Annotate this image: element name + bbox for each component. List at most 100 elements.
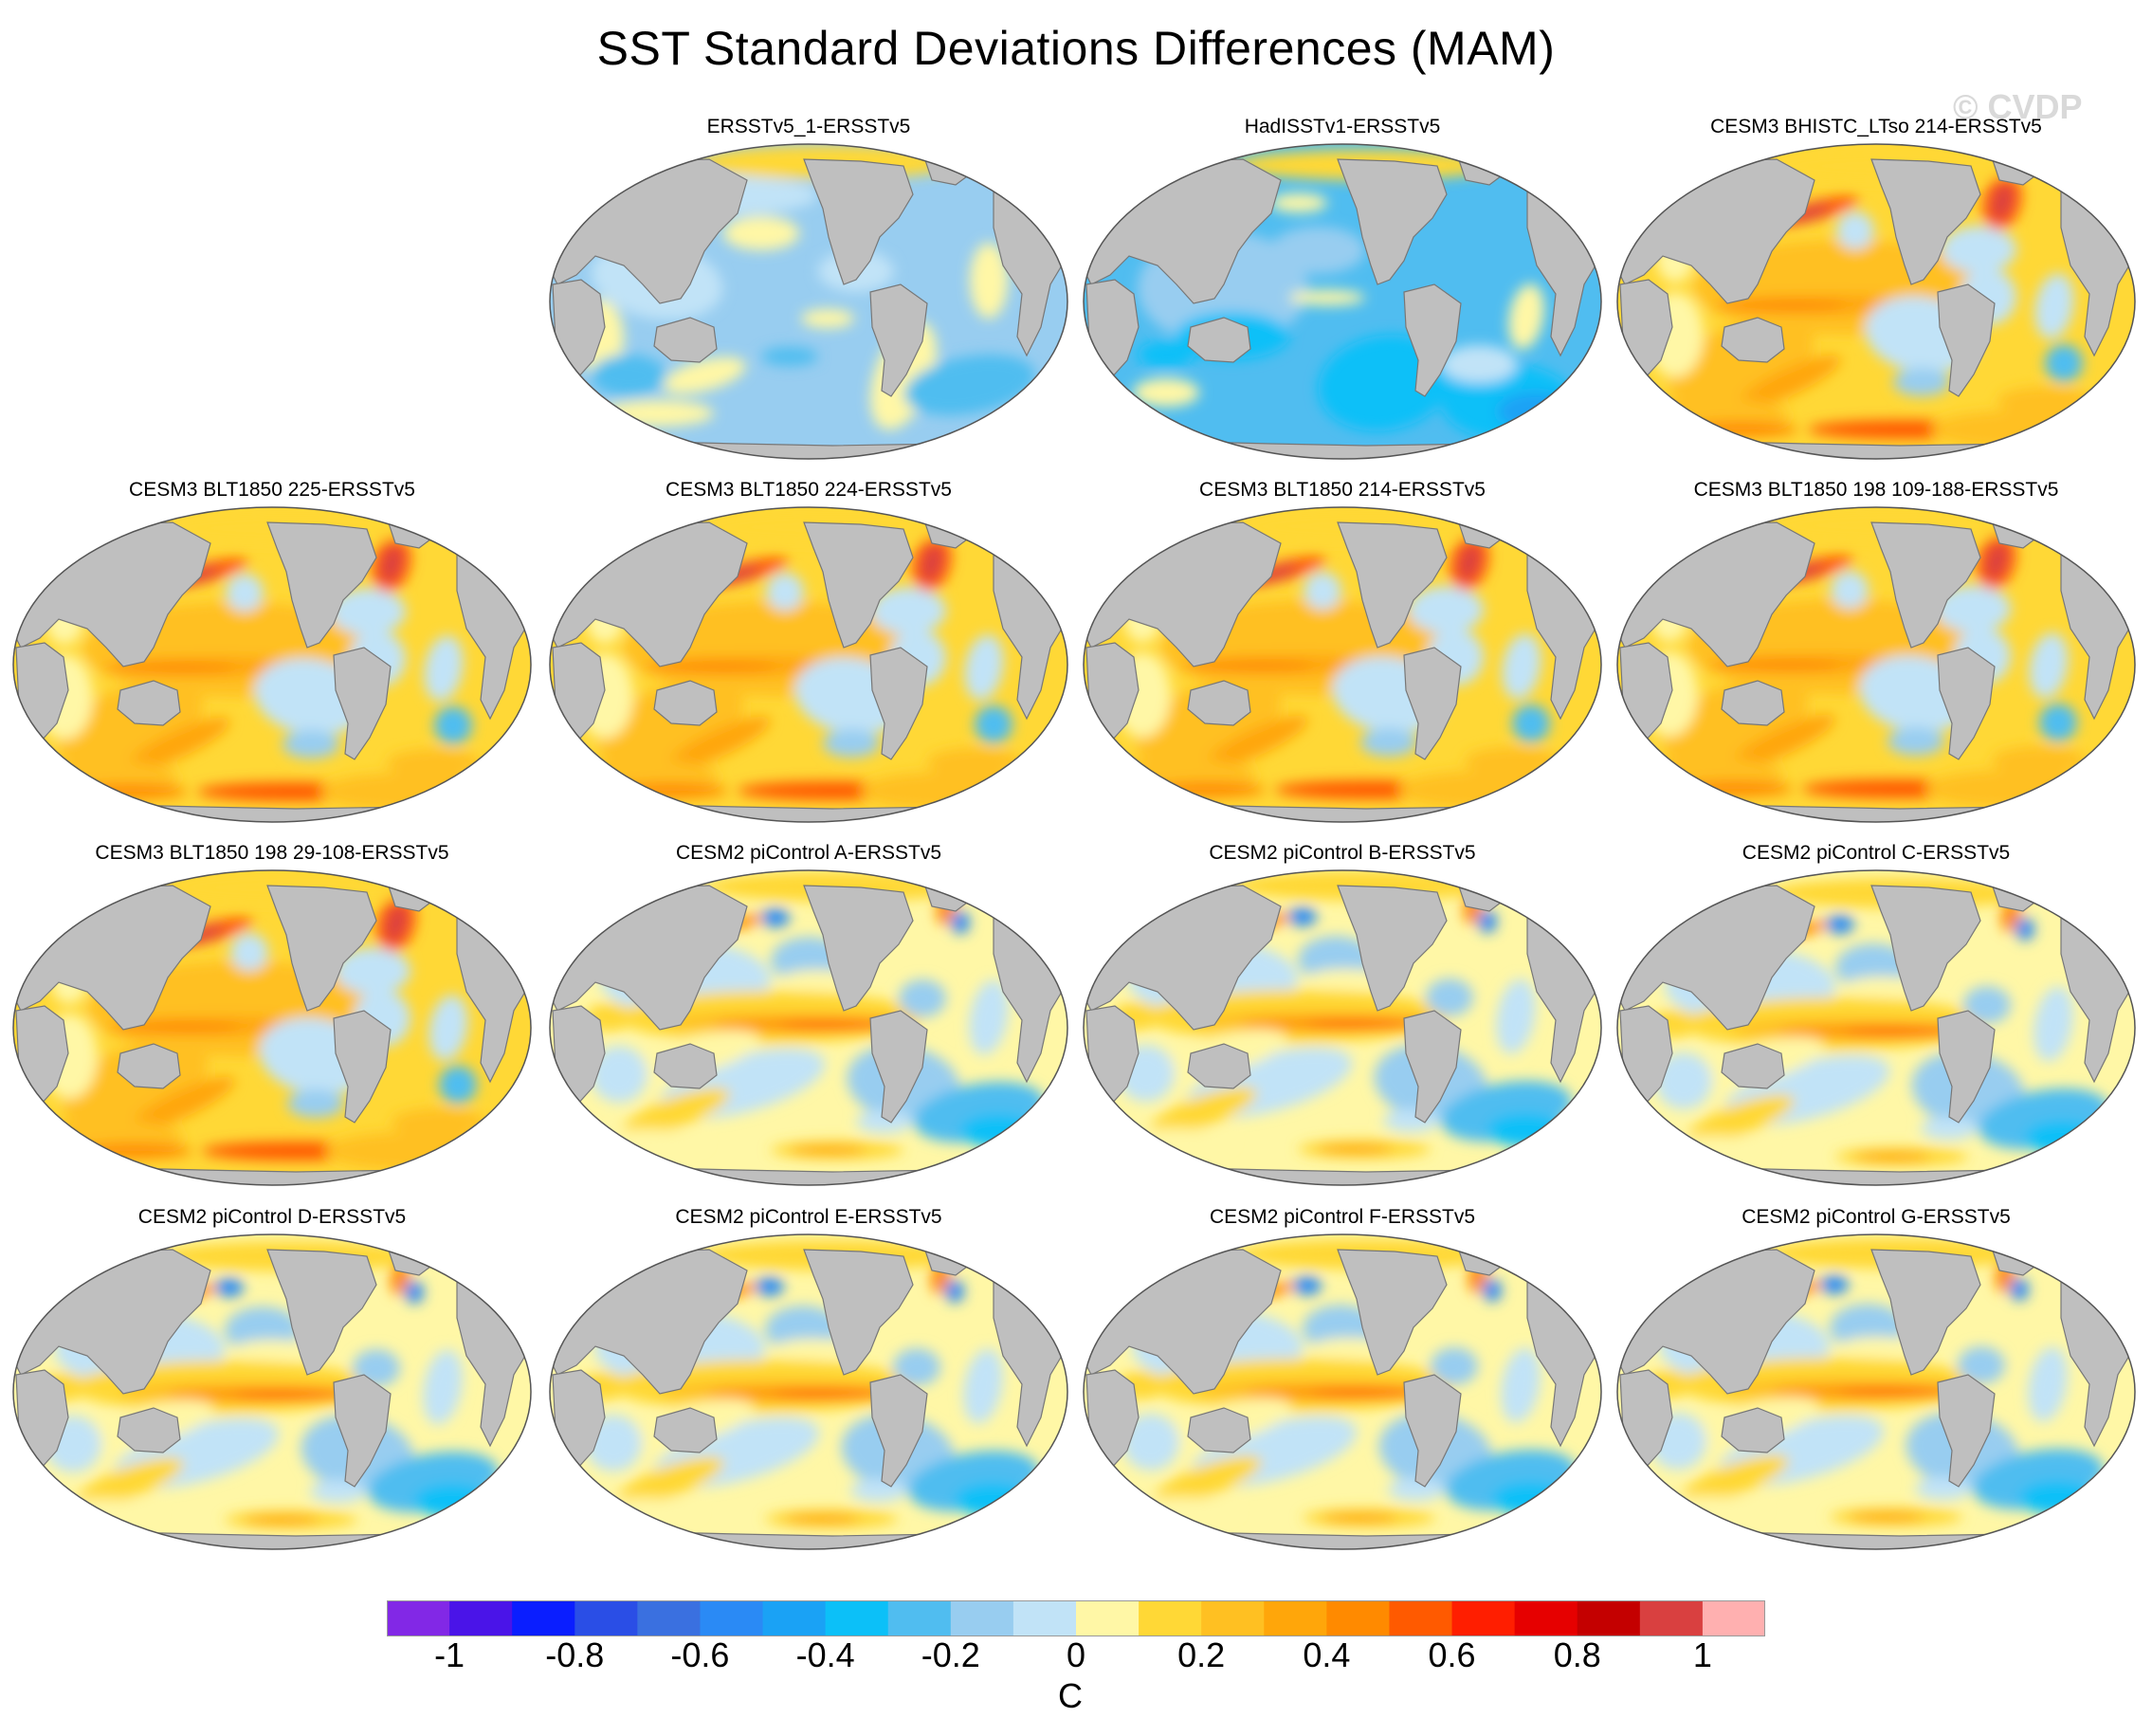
sst-map	[549, 143, 1068, 460]
land-mass	[803, 521, 914, 649]
panel-title: CESM3 BLT1850 198 109-188-ERSSTv5	[1693, 479, 2059, 501]
panel-title: CESM2 piControl D-ERSSTv5	[137, 1206, 407, 1228]
sst-map	[549, 506, 1068, 823]
land-mass	[1870, 885, 1981, 1012]
map-outline	[1083, 143, 1602, 460]
panel-title: CESM2 piControl A-ERSSTv5	[675, 842, 942, 864]
sst-anomaly-region	[1836, 211, 1874, 249]
sst-map	[549, 1233, 1068, 1550]
sst-anomaly-region	[215, 1278, 244, 1297]
sst-anomaly-region	[234, 1340, 310, 1359]
panel-title: CESM3 BLT1850 224-ERSSTv5	[666, 479, 952, 501]
sst-anomaly-region	[600, 400, 714, 427]
map-outline	[12, 869, 532, 1186]
sst-map	[12, 1233, 532, 1550]
map-outline	[1616, 143, 2136, 460]
land-mass	[117, 1407, 181, 1453]
sst-anomaly-region	[2039, 704, 2077, 741]
sst-anomaly-region	[434, 706, 472, 744]
sst-anomaly-region	[1149, 1087, 1257, 1136]
sst-anomaly-region	[2015, 918, 2034, 941]
panel-title: CESM2 piControl C-ERSSTv5	[1742, 842, 2011, 864]
sst-anomaly-region	[945, 1280, 964, 1303]
land-mass	[1870, 158, 1981, 285]
sst-anomaly-region	[861, 772, 1031, 810]
sst-anomaly-region	[1831, 571, 1869, 609]
land-mass	[333, 1010, 392, 1124]
sst-anomaly-region	[591, 1129, 704, 1152]
colorbar-swatch	[1076, 1600, 1140, 1636]
map-panel: CESM3 BLT1850 198 109-188-ERSSTv5	[1608, 479, 2144, 830]
land-mass	[117, 1043, 181, 1089]
sst-anomaly-region	[1655, 1052, 1712, 1109]
map-panel: ERSSTv5_1-ERSSTv5	[540, 116, 1077, 466]
land-mass	[266, 521, 377, 649]
sst-anomaly-region	[775, 1391, 888, 1397]
land-mass	[1870, 1249, 1981, 1376]
sst-anomaly-region	[2034, 273, 2074, 339]
sst-map	[12, 869, 532, 1186]
land-mass	[1187, 680, 1251, 726]
land-mass	[869, 1374, 928, 1488]
sst-anomaly-region	[766, 573, 804, 611]
sst-anomaly-region	[423, 1349, 463, 1425]
map-outline	[1616, 1233, 2136, 1550]
sst-anomaly-region	[325, 1132, 496, 1170]
sst-anomaly-region	[1492, 1482, 1568, 1516]
sst-anomaly-region	[1986, 542, 2007, 580]
sst-anomaly-region	[775, 1339, 850, 1358]
land-mass	[1870, 521, 1981, 649]
colorbar-tick-label: -0.2	[921, 1635, 980, 1674]
sst-anomaly-region	[960, 1114, 1036, 1148]
sst-anomaly-region	[102, 663, 235, 674]
sst-anomaly-region	[1925, 770, 2096, 808]
sst-anomaly-region	[386, 905, 407, 942]
land-mass	[1337, 885, 1448, 1012]
sst-anomaly-region	[1731, 714, 1835, 769]
sst-anomaly-region	[870, 587, 946, 634]
land-mass	[653, 680, 718, 726]
sst-anomaly-region	[1138, 340, 1195, 369]
land-mass	[333, 647, 392, 760]
sst-anomaly-region	[79, 1143, 192, 1159]
panel-title: CESM3 BLT1850 214-ERSSTv5	[1199, 479, 1486, 501]
sst-anomaly-region	[234, 1392, 348, 1398]
map-panel: CESM2 piControl F-ERSSTv5	[1074, 1206, 1611, 1557]
sst-anomaly-region	[784, 1514, 860, 1524]
sst-anomaly-region	[2029, 632, 2069, 699]
sst-map	[1083, 506, 1602, 823]
sst-anomaly-region	[1941, 226, 2016, 273]
sst-anomaly-region	[1687, 1094, 1795, 1143]
land-mass	[869, 647, 928, 760]
land-mass	[266, 1249, 377, 1376]
land-mass	[653, 1043, 718, 1089]
sst-anomaly-region	[1465, 747, 1559, 776]
land-mass	[1403, 1010, 1462, 1124]
sst-anomaly-region	[1459, 543, 1480, 581]
colorbar-swatch	[1577, 1600, 1641, 1636]
sst-anomaly-region	[970, 243, 1008, 319]
land-mass	[333, 1374, 392, 1488]
sst-anomaly-region	[780, 1022, 894, 1028]
map-panel: CESM2 piControl G-ERSSTv5	[1608, 1206, 2144, 1557]
colorbar-swatch	[574, 1600, 638, 1636]
map-outline	[12, 1233, 532, 1550]
sst-anomaly-region	[1498, 393, 1574, 430]
sst-anomaly-region	[856, 1110, 913, 1133]
sst-anomaly-region	[1958, 1346, 2005, 1384]
figure-title: SST Standard Deviations Differences (MAM…	[596, 22, 1556, 75]
colorbar-swatch	[762, 1600, 827, 1636]
land-mass	[1937, 1374, 1996, 1488]
sst-anomaly-region	[1854, 1152, 1930, 1161]
map-panel: CESM2 piControl B-ERSSTv5	[1074, 842, 1611, 1193]
sst-anomaly-region	[1288, 907, 1317, 926]
land-mass	[653, 1407, 718, 1453]
map-panel: CESM2 piControl E-ERSSTv5	[540, 1206, 1077, 1557]
sst-anomaly-region	[310, 1480, 367, 1503]
sst-anomaly-region	[1133, 378, 1199, 407]
map-panel: HadISSTv1-ERSSTv5	[1074, 116, 1611, 466]
sst-anomaly-region	[2033, 986, 2073, 1062]
sst-anomaly-region	[414, 1484, 490, 1518]
colorbar-swatch	[1326, 1600, 1390, 1636]
panel-title: HadISSTv1-ERSSTv5	[1244, 116, 1441, 137]
